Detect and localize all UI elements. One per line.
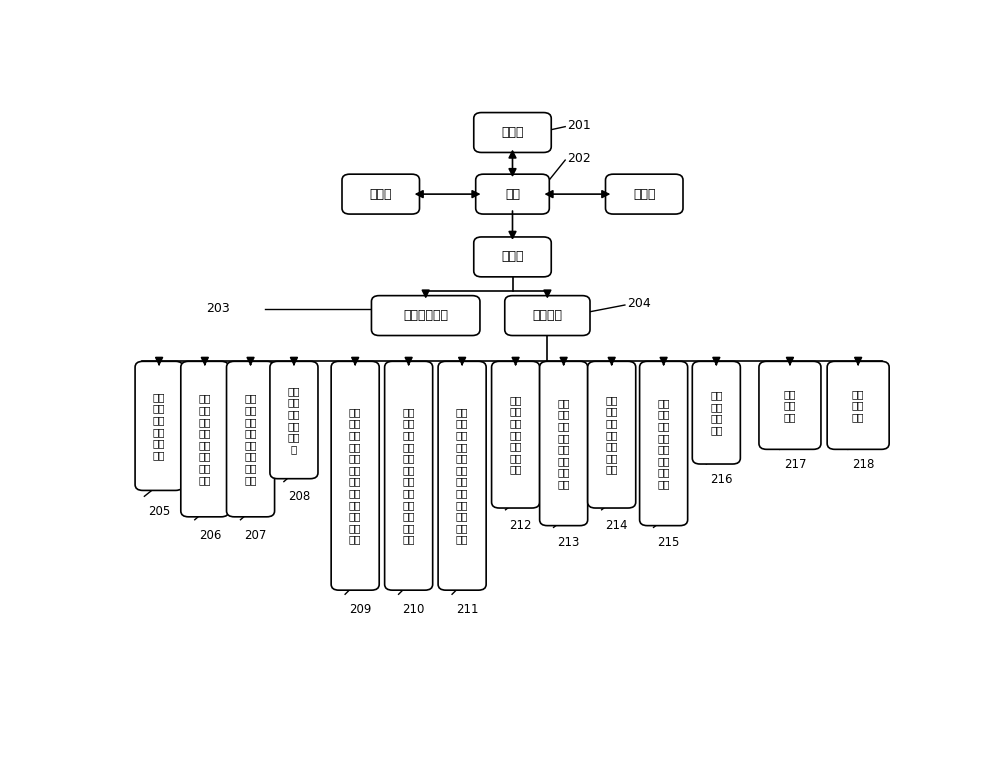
Text: 网络: 网络: [505, 187, 520, 200]
Text: 印制
板图
与电
原理
图上
同一
元器
件一
对一
连接
关系
单元: 印制 板图 与电 原理 图上 同一 元器 件一 对一 连接 关系 单元: [349, 407, 361, 545]
Text: 204: 204: [627, 297, 651, 310]
Text: 与元
器件
相关
联的
动态
测试
数据
单元: 与元 器件 相关 联的 动态 测试 数据 单元: [557, 398, 570, 489]
FancyBboxPatch shape: [759, 361, 821, 450]
Text: 218: 218: [852, 458, 874, 471]
Text: 206: 206: [199, 529, 221, 542]
Text: 209: 209: [349, 603, 371, 616]
Text: 201: 201: [567, 119, 590, 132]
Text: 数据
查询
单元: 数据 查询 单元: [784, 389, 796, 422]
FancyBboxPatch shape: [371, 296, 480, 335]
Text: 203: 203: [206, 302, 230, 315]
Text: 205: 205: [148, 505, 170, 518]
FancyBboxPatch shape: [505, 296, 590, 335]
Text: 印制
板图
与电
原理
图上
同一
元器
件一
对多
连接
关系
单元: 印制 板图 与电 原理 图上 同一 元器 件一 对多 连接 关系 单元: [402, 407, 415, 545]
FancyBboxPatch shape: [474, 113, 551, 152]
Text: 印制
板图
与电
原理
图上
同一
元器
件多
对一
连接
关系
单元: 印制 板图 与电 原理 图上 同一 元器 件多 对一 连接 关系 单元: [456, 407, 468, 545]
Text: 与元
器件
相关
联的
应急
代换
方法
单元: 与元 器件 相关 联的 应急 代换 方法 单元: [657, 398, 670, 489]
FancyBboxPatch shape: [385, 361, 433, 590]
Text: 216: 216: [710, 472, 733, 486]
Text: 计算机: 计算机: [501, 251, 524, 264]
FancyBboxPatch shape: [640, 361, 688, 526]
FancyBboxPatch shape: [270, 361, 318, 479]
Text: 与元
器件
相关
联的
静态
参数
单元: 与元 器件 相关 联的 静态 参数 单元: [509, 395, 522, 475]
Text: 与元
器件
相关
联的
判断
方法
单元: 与元 器件 相关 联的 判断 方法 单元: [605, 395, 618, 475]
FancyBboxPatch shape: [476, 174, 549, 214]
Text: 202: 202: [567, 152, 590, 165]
FancyBboxPatch shape: [342, 174, 420, 214]
Text: 计算机: 计算机: [370, 187, 392, 200]
FancyBboxPatch shape: [438, 361, 486, 590]
FancyBboxPatch shape: [692, 361, 740, 464]
Text: 电子
设备
类型
搜索
引擎
单元: 电子 设备 类型 搜索 引擎 单元: [153, 392, 165, 460]
FancyBboxPatch shape: [606, 174, 683, 214]
Text: 网络
远程
控制
单元: 网络 远程 控制 单元: [710, 390, 723, 435]
FancyBboxPatch shape: [227, 361, 275, 517]
Text: 电子
设备
印制
板图
分类
搜索
引擎
单元: 电子 设备 印制 板图 分类 搜索 引擎 单元: [199, 393, 211, 485]
Text: 217: 217: [784, 458, 806, 471]
FancyBboxPatch shape: [135, 361, 183, 491]
Text: 210: 210: [402, 603, 425, 616]
Text: 207: 207: [244, 529, 267, 542]
FancyBboxPatch shape: [492, 361, 540, 508]
Text: 212: 212: [509, 519, 532, 532]
Text: 215: 215: [657, 536, 680, 549]
Text: 分布式数据库: 分布式数据库: [403, 309, 448, 322]
FancyBboxPatch shape: [540, 361, 588, 526]
Text: 计算机: 计算机: [501, 126, 524, 139]
Text: 元器
件位
置信
息描
述单
元: 元器 件位 置信 息描 述单 元: [288, 386, 300, 454]
FancyBboxPatch shape: [827, 361, 889, 450]
FancyBboxPatch shape: [181, 361, 229, 517]
FancyBboxPatch shape: [474, 237, 551, 277]
Text: 214: 214: [606, 519, 628, 532]
Text: 208: 208: [288, 491, 310, 504]
Text: 电子
设备
电原
理图
分类
搜索
引擎
单元: 电子 设备 电原 理图 分类 搜索 引擎 单元: [244, 393, 257, 485]
Text: 应用软件: 应用软件: [532, 309, 562, 322]
Text: 计算机: 计算机: [633, 187, 656, 200]
Text: 213: 213: [557, 536, 580, 549]
Text: 结果
显示
单元: 结果 显示 单元: [852, 389, 864, 422]
Text: 211: 211: [456, 603, 478, 616]
FancyBboxPatch shape: [588, 361, 636, 508]
FancyBboxPatch shape: [331, 361, 379, 590]
